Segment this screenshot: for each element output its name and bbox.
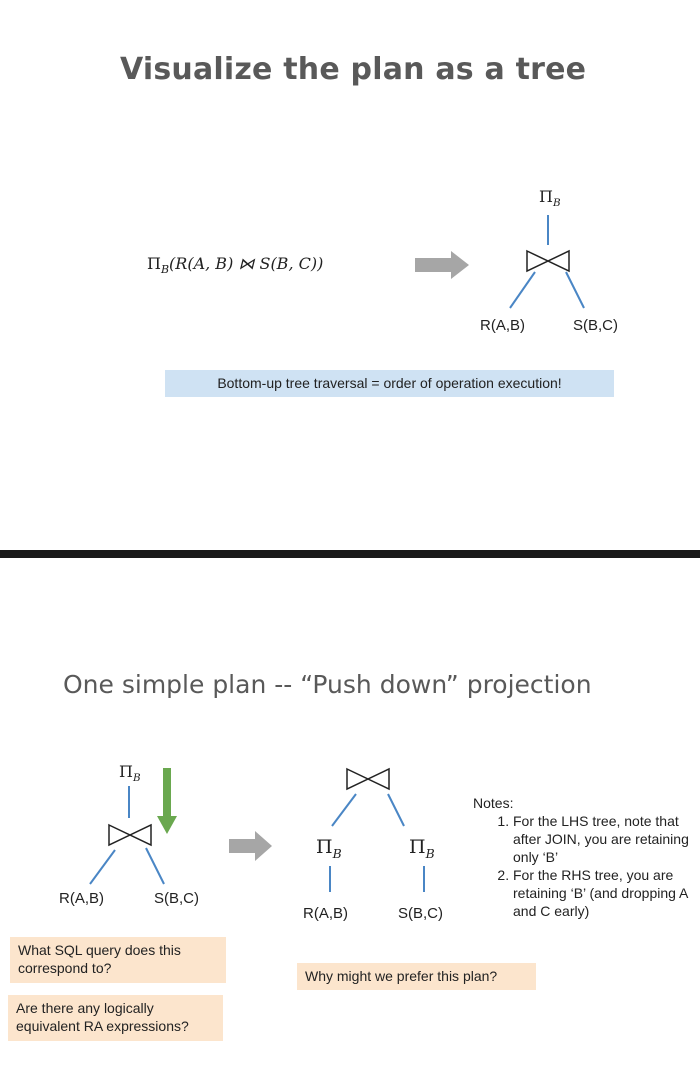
slide-divider — [0, 550, 700, 558]
question-equivalent-callout: Are there any logically equivalent RA ex… — [8, 995, 223, 1041]
ra-expression: ΠB(R(A, B) ⋈ S(B, C)) — [147, 254, 323, 276]
right-arrow-icon — [229, 831, 272, 861]
slide-push-down-projection: One simple plan -- “Push down” projectio… — [0, 558, 700, 1087]
join-bowtie-icon — [108, 823, 152, 847]
expression-body: (R(A, B) ⋈ S(B, C)) — [169, 254, 324, 273]
projection-subscript: B — [160, 263, 170, 277]
notes-heading: Notes: — [473, 795, 514, 811]
rhs-right-leaf: S(B,C) — [398, 905, 443, 922]
join-bowtie-icon — [526, 249, 570, 273]
rhs-left-projection: ΠB — [316, 836, 342, 861]
join-bowtie-icon — [346, 767, 390, 791]
tree-edges — [509, 215, 585, 309]
tree-right-leaf: S(B,C) — [573, 317, 618, 334]
traversal-callout: Bottom-up tree traversal = order of oper… — [165, 370, 614, 397]
notes-panel: Notes: For the LHS tree, note that after… — [473, 794, 699, 920]
lhs-tree-edges — [89, 786, 165, 885]
right-arrow-icon — [415, 251, 469, 279]
rhs-left-leaf: R(A,B) — [303, 905, 348, 922]
question-prefer-callout: Why might we prefer this plan? — [297, 963, 536, 990]
tree-left-leaf: R(A,B) — [480, 317, 525, 334]
tree-root-projection: ΠB — [539, 187, 561, 210]
lhs-left-leaf: R(A,B) — [59, 890, 104, 907]
slide-title: One simple plan -- “Push down” projectio… — [63, 670, 592, 699]
slide-title: Visualize the plan as a tree — [120, 52, 587, 87]
lhs-right-leaf: S(B,C) — [154, 890, 199, 907]
note-item: For the LHS tree, note that after JOIN, … — [513, 812, 699, 866]
question-sql-callout: What SQL query does this correspond to? — [10, 937, 226, 983]
rhs-right-projection: ΠB — [409, 836, 435, 861]
slide-visualize-plan: Visualize the plan as a tree ΠB(R(A, B) … — [120, 52, 618, 397]
down-arrow-icon — [157, 768, 177, 834]
projection-symbol: Π — [147, 254, 161, 273]
note-item: For the RHS tree, you are retaining ‘B’ … — [513, 866, 699, 920]
rhs-tree-edges — [329, 793, 425, 892]
lhs-root-projection: ΠB — [119, 762, 141, 785]
